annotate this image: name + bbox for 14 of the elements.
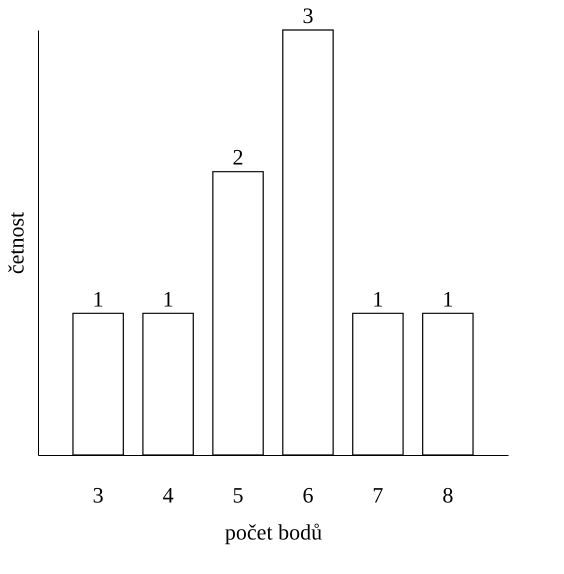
data-label: 2 — [232, 144, 244, 170]
data-label: 1 — [372, 286, 384, 312]
x-tick-label: 4 — [162, 482, 174, 508]
x-tick-label: 6 — [302, 482, 314, 508]
y-axis-title: četnost — [4, 212, 28, 274]
data-label: 1 — [442, 286, 454, 312]
data-label: 1 — [92, 286, 104, 312]
x-axis-title: počet bodů — [224, 520, 322, 544]
x-tick-label: 7 — [372, 482, 384, 508]
data-label: 1 — [162, 286, 174, 312]
data-label: 3 — [302, 3, 314, 28]
x-tick-label: 8 — [442, 482, 454, 508]
x-tick-label: 3 — [92, 482, 104, 508]
x-tick-label: 5 — [232, 482, 244, 508]
